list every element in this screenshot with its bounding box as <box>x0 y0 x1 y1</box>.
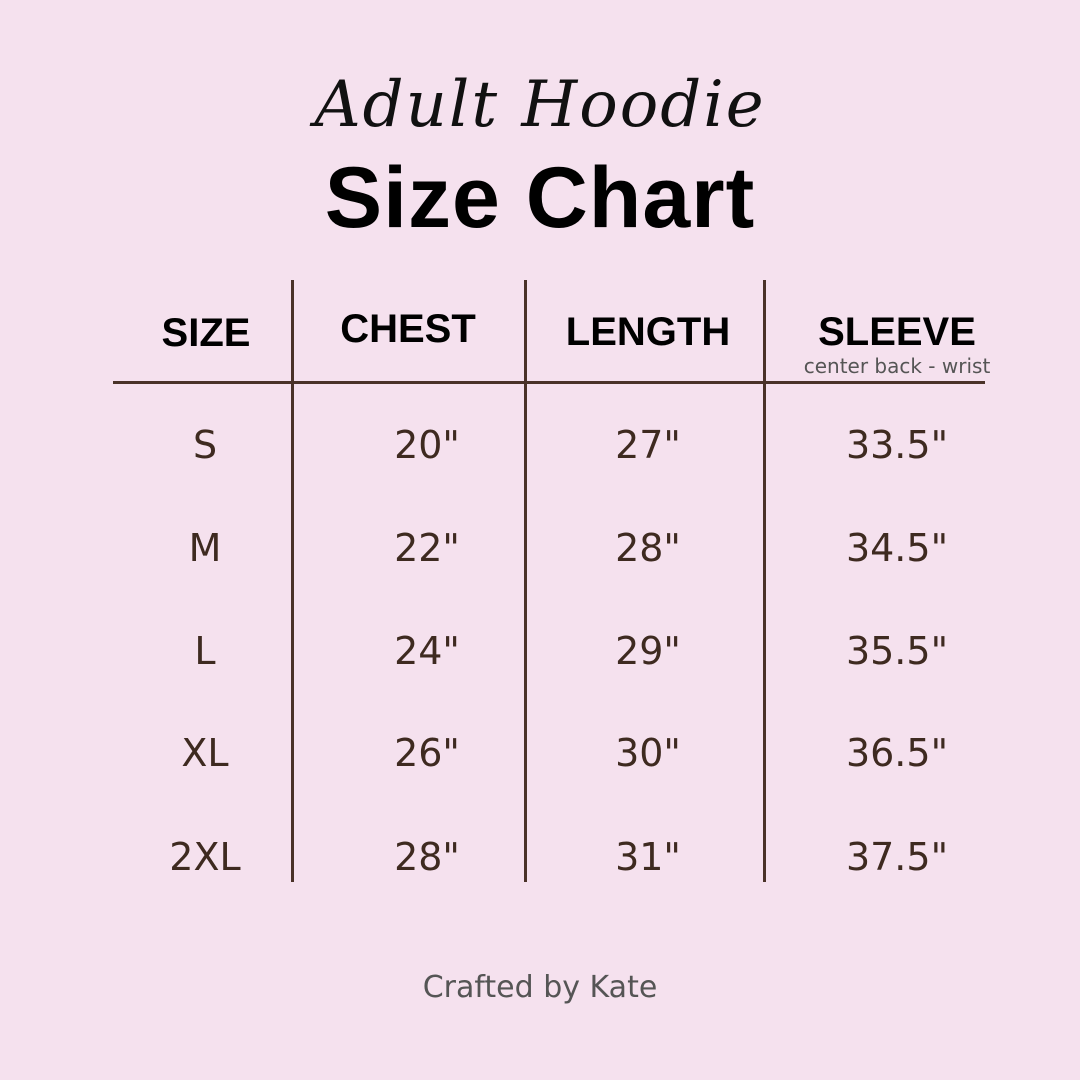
cell-chest: 28" <box>394 835 460 879</box>
cell-size: L <box>194 629 216 673</box>
sleeve-note: center back - wrist <box>803 354 991 378</box>
column-divider <box>291 280 294 882</box>
cell-size: XL <box>181 731 229 775</box>
cell-chest: 26" <box>394 731 460 775</box>
cell-size: S <box>192 423 218 467</box>
cell-chest: 24" <box>394 629 460 673</box>
cell-sleeve: 36.5" <box>845 731 949 775</box>
cell-length: 27" <box>615 423 681 467</box>
header-divider <box>113 381 985 384</box>
cell-chest: 20" <box>394 423 460 467</box>
cell-sleeve: 35.5" <box>845 629 949 673</box>
cell-length: 30" <box>615 731 681 775</box>
column-divider <box>763 280 766 882</box>
header-length: LENGTH <box>565 310 731 354</box>
cell-size: M <box>188 526 222 570</box>
cell-length: 31" <box>615 835 681 879</box>
cell-length: 28" <box>615 526 681 570</box>
title-script: Adult Hoodie <box>314 68 766 142</box>
cell-chest: 22" <box>394 526 460 570</box>
cell-sleeve: 34.5" <box>845 526 949 570</box>
cell-sleeve: 33.5" <box>845 423 949 467</box>
column-divider <box>524 280 527 882</box>
header-size: SIZE <box>161 311 251 355</box>
header-sleeve: SLEEVE <box>818 310 976 354</box>
page-title: Size Chart <box>324 150 756 246</box>
footer-credit: Crafted by Kate <box>422 970 658 1005</box>
cell-length: 29" <box>615 629 681 673</box>
cell-size: 2XL <box>169 835 241 879</box>
cell-sleeve: 37.5" <box>845 835 949 879</box>
header-chest: CHEST <box>340 307 476 351</box>
